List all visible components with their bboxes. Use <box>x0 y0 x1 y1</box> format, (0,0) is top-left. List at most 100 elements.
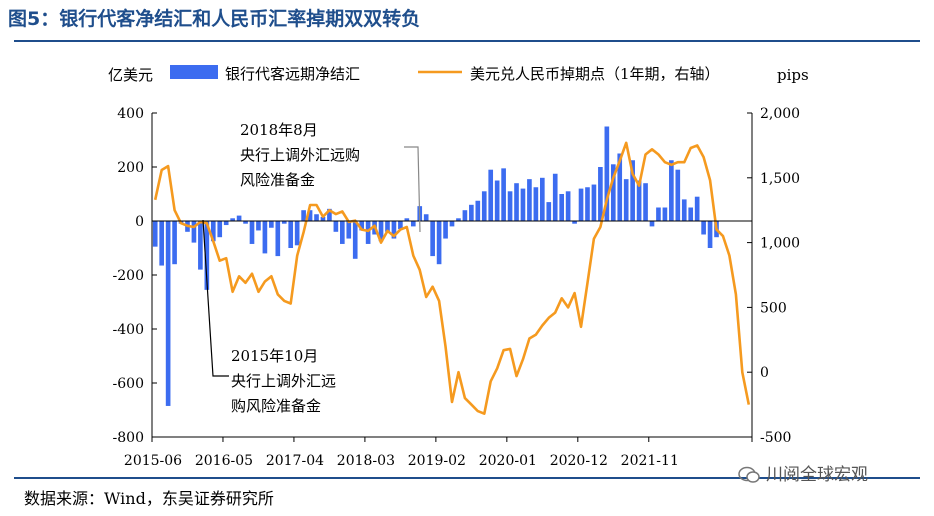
bar <box>307 210 313 221</box>
watermark-text: 川阅全球宏观 <box>766 465 868 485</box>
bar <box>340 221 345 244</box>
bar <box>256 221 261 231</box>
bar <box>694 196 700 221</box>
bar <box>320 216 326 221</box>
right-tick-label: 1,000 <box>760 236 800 252</box>
bar <box>262 221 268 254</box>
left-tick-label: -400 <box>113 322 144 338</box>
bar <box>223 221 229 226</box>
right-tick-label: 0 <box>760 365 769 381</box>
annotation-2015-text: 央行上调外汇远 <box>231 372 336 390</box>
left-tick-label: -800 <box>113 430 144 446</box>
bar <box>359 221 364 231</box>
legend-bar-swatch <box>170 65 218 79</box>
bar <box>546 202 552 221</box>
swap-points-line <box>153 141 751 416</box>
annotation-2015-leader <box>202 219 229 377</box>
title-rule <box>14 40 920 42</box>
x-tick-label: 2019-02 <box>408 453 466 469</box>
x-tick-label: 2020-12 <box>550 453 608 469</box>
right-tick-label: 2,000 <box>760 106 800 122</box>
bar <box>572 221 577 224</box>
left-tick-label: 400 <box>117 106 144 122</box>
bar <box>591 184 597 221</box>
bar <box>681 199 687 221</box>
bar <box>649 221 655 227</box>
bar <box>159 221 164 266</box>
bar <box>507 191 513 221</box>
bar <box>443 221 448 239</box>
left-tick-label: 0 <box>135 214 144 230</box>
bar <box>352 221 358 259</box>
bar <box>333 221 339 232</box>
legend-line-label: 美元兑人民币掉期点（1年期，右轴） <box>470 65 720 83</box>
bar <box>165 221 171 406</box>
bar <box>152 221 158 247</box>
bar <box>430 221 435 257</box>
bar <box>404 218 410 221</box>
figure-title: 图5：银行代客净结汇和人民币汇率掉期双双转负 <box>8 8 421 30</box>
right-axis-label: pips <box>777 66 809 84</box>
bar <box>385 221 390 232</box>
bar <box>559 194 564 221</box>
bar <box>636 180 642 221</box>
bar <box>398 221 403 230</box>
bar <box>378 221 384 242</box>
x-tick-label: 2018-03 <box>337 453 395 469</box>
bar <box>391 221 397 239</box>
bar <box>410 221 416 227</box>
right-tick-label: 500 <box>760 300 787 316</box>
bar <box>552 173 558 221</box>
bar <box>662 207 668 221</box>
bar <box>604 126 610 221</box>
bar <box>701 221 706 235</box>
bar <box>488 169 494 221</box>
bar <box>243 221 248 224</box>
bar <box>688 207 694 221</box>
x-tick-label: 2015-06 <box>124 453 182 469</box>
bar <box>623 179 629 221</box>
x-tick-label: 2021-11 <box>621 453 679 469</box>
x-tick-label: 2016-05 <box>195 453 253 469</box>
bar <box>643 183 648 221</box>
bar <box>314 214 319 221</box>
annotation-2018-text: 2018年8月 <box>240 121 318 139</box>
right-tick-label: -500 <box>760 430 791 446</box>
bar <box>520 188 526 221</box>
bar <box>617 153 623 221</box>
source-note: 数据来源：Wind，东吴证券研究所 <box>24 489 274 508</box>
bar <box>301 210 306 221</box>
annotation-2015-text: 购风险准备金 <box>231 397 321 415</box>
bar <box>210 221 216 242</box>
bar <box>610 164 616 221</box>
bar <box>675 169 681 221</box>
annotation-2018-text: 央行上调外汇远购 <box>240 146 360 164</box>
bar <box>598 167 603 221</box>
bar <box>346 221 352 239</box>
bar <box>449 221 455 227</box>
annotation-2015-text: 2015年10月 <box>231 347 318 365</box>
bar <box>469 204 474 221</box>
bar <box>501 168 506 221</box>
bar <box>585 187 590 221</box>
left-tick-label: -200 <box>113 268 144 284</box>
legend-bar-label: 银行代客远期净结汇 <box>225 65 360 83</box>
bar <box>275 221 281 257</box>
left-tick-label: -600 <box>113 376 144 392</box>
bar <box>475 200 481 221</box>
bar <box>630 160 635 221</box>
bar <box>540 177 545 221</box>
bar <box>217 221 223 238</box>
wechat-icon <box>738 466 760 483</box>
bar <box>578 188 584 221</box>
bar <box>269 221 274 228</box>
bar <box>191 221 197 243</box>
bar <box>436 221 442 265</box>
bar <box>288 221 294 248</box>
x-tick-label: 2017-04 <box>266 453 324 469</box>
bar <box>236 215 242 221</box>
bar <box>494 180 500 221</box>
bar <box>481 191 487 221</box>
bar <box>533 187 539 221</box>
bar <box>462 210 468 221</box>
